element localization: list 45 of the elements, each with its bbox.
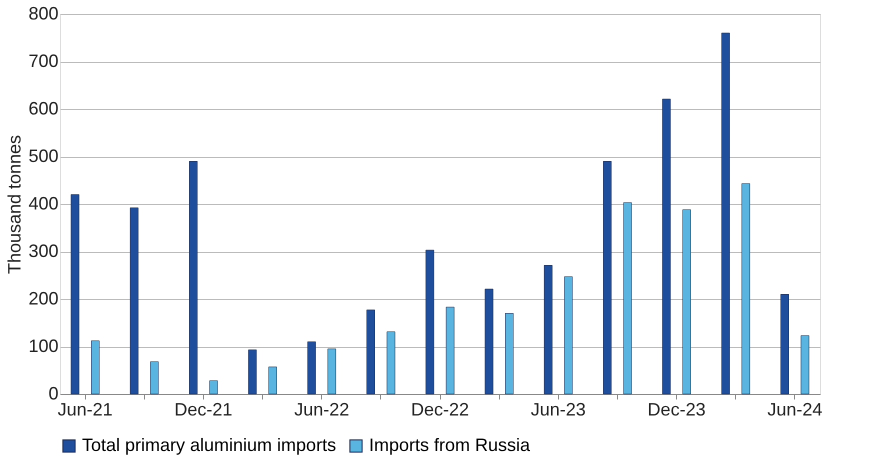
bar — [603, 161, 612, 394]
bar — [800, 335, 810, 394]
y-tick-label: 300 — [28, 241, 58, 261]
y-tick-label: 400 — [28, 194, 58, 214]
bar — [780, 294, 789, 394]
bar — [386, 332, 396, 394]
bar — [328, 348, 336, 394]
bar — [484, 288, 494, 394]
x-tick-label: Jun-23 — [530, 400, 586, 420]
legend-label: Imports from Russia — [369, 435, 532, 455]
bar — [307, 342, 316, 394]
y-tick-label: 0 — [48, 384, 58, 404]
bar — [742, 183, 750, 394]
bar — [426, 250, 434, 394]
bar — [366, 310, 375, 394]
bar — [446, 306, 454, 394]
bar — [150, 361, 159, 394]
y-tick-label: 600 — [28, 98, 58, 118]
bar — [268, 366, 277, 394]
bar — [248, 350, 257, 394]
x-tick-label: Jun-22 — [294, 400, 350, 420]
bar — [70, 194, 80, 394]
y-tick-label: 700 — [28, 51, 58, 71]
bar — [505, 313, 514, 394]
x-tick-label: Dec-21 — [174, 400, 232, 420]
bar — [682, 209, 691, 394]
x-tick-label: Jun-21 — [58, 400, 113, 420]
bar — [662, 98, 671, 394]
bar — [189, 161, 198, 394]
bar — [721, 32, 730, 394]
y-tick-label: 500 — [28, 146, 58, 166]
x-tick-label: Dec-22 — [410, 400, 470, 420]
x-tick-label: Jun-24 — [767, 400, 822, 420]
bar — [544, 265, 552, 394]
y-axis-title: Thousand tonnes — [4, 134, 24, 274]
x-tick-label: Dec-23 — [648, 400, 706, 420]
y-tick-label: 800 — [28, 4, 58, 24]
y-tick-label: 100 — [28, 336, 58, 356]
bar — [564, 276, 573, 394]
bar — [209, 380, 218, 394]
y-tick-label: 200 — [28, 288, 58, 308]
bar — [623, 202, 632, 394]
bar — [91, 340, 100, 394]
bar — [130, 208, 138, 394]
legend-label: Total primary aluminium imports — [82, 435, 336, 455]
